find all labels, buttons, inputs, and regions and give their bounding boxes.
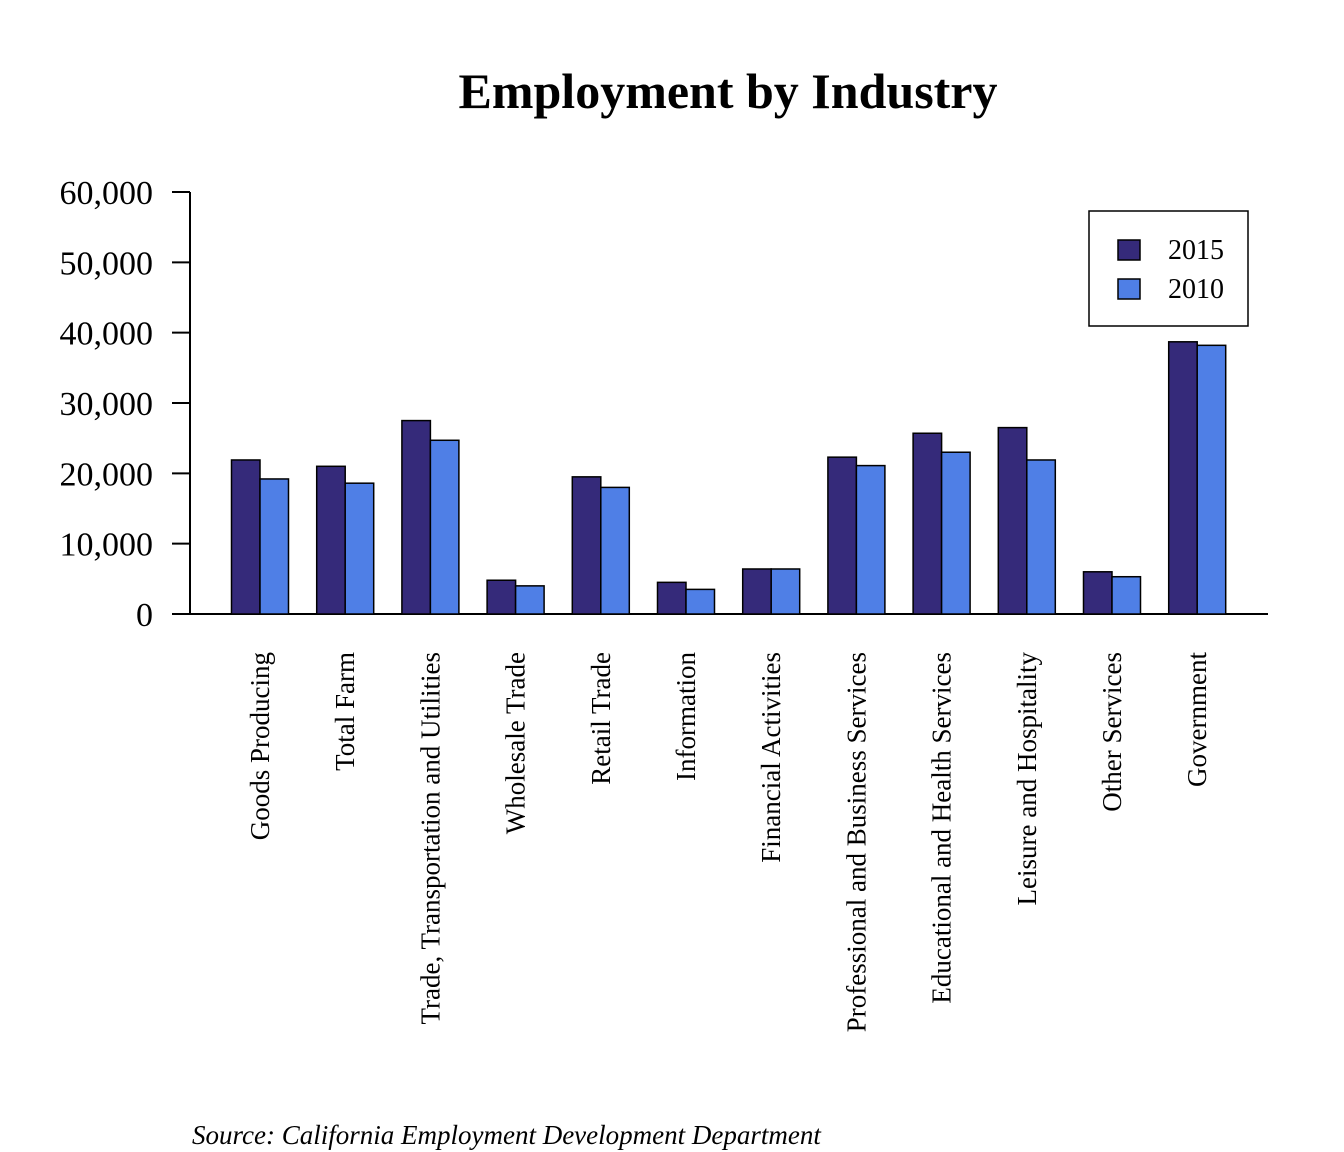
bar-2015-11 <box>1167 341 1198 615</box>
category-labels: Goods Producing Total Farm Trade, Transpor… <box>245 652 1212 1033</box>
bar-2015-6 <box>741 568 772 615</box>
chart-title: Employment by Industry <box>459 63 998 119</box>
bar-2015-5 <box>656 581 687 615</box>
category-label: Total Farm <box>330 652 360 771</box>
bar-2015-10 <box>1082 571 1113 615</box>
legend: 2015 2010 <box>1088 210 1249 327</box>
category-label: Retail Trade <box>586 652 616 785</box>
category-label: Trade, Transportation and Utilities <box>415 652 445 1025</box>
bar-2015-1 <box>315 465 346 615</box>
source-note: Source: California Employment Developmen… <box>192 1120 822 1150</box>
bar-2010-10 <box>1111 575 1142 615</box>
bar-2015-9 <box>997 426 1028 615</box>
bar-2015-7 <box>827 456 858 615</box>
bar-2010-9 <box>1026 459 1057 615</box>
bar-2010-6 <box>770 568 801 615</box>
y-tick-label: 60,000 <box>60 175 154 212</box>
bar-2010-3 <box>514 585 545 615</box>
legend-swatch-2010 <box>1117 278 1141 300</box>
bar-2010-8 <box>940 451 971 615</box>
bar-2015-2 <box>401 419 432 615</box>
category-label: Goods Producing <box>245 652 275 840</box>
bar-2015-3 <box>486 579 517 615</box>
legend-box <box>1088 210 1249 327</box>
y-tick-label: 0 <box>136 597 153 634</box>
category-label: Other Services <box>1097 652 1127 812</box>
y-tick-label: 10,000 <box>60 527 154 564</box>
legend-label: 2015 <box>1168 235 1224 266</box>
y-axis: 0 10,000 20,000 30,000 40,000 50,000 60,000 <box>60 175 191 634</box>
bar-2010-7 <box>855 464 886 615</box>
y-tick-label: 50,000 <box>60 245 154 282</box>
bar-2010-11 <box>1196 344 1227 615</box>
y-tick-label: 20,000 <box>60 456 154 493</box>
bar-2010-0 <box>259 478 290 615</box>
legend-label: 2010 <box>1168 274 1224 305</box>
bar-2010-5 <box>685 588 716 615</box>
bar-2015-8 <box>912 432 943 615</box>
category-label: Leisure and Hospitality <box>1012 652 1042 906</box>
bar-2010-4 <box>600 486 631 615</box>
category-label: Government <box>1182 652 1212 787</box>
category-label: Wholesale Trade <box>501 652 531 834</box>
category-label: Educational and Health Services <box>927 652 957 1004</box>
bar-2015-4 <box>571 476 602 615</box>
bars <box>230 341 1227 615</box>
bar-2010-1 <box>344 482 375 615</box>
category-label: Information <box>671 652 701 781</box>
category-label: Professional and Business Services <box>841 652 871 1032</box>
bar-2015-0 <box>230 459 261 615</box>
y-tick-label: 30,000 <box>60 386 154 423</box>
bar-2010-2 <box>429 439 460 615</box>
y-tick-label: 40,000 <box>60 316 154 353</box>
legend-swatch-2015 <box>1117 239 1141 261</box>
category-label: Financial Activities <box>756 652 786 863</box>
